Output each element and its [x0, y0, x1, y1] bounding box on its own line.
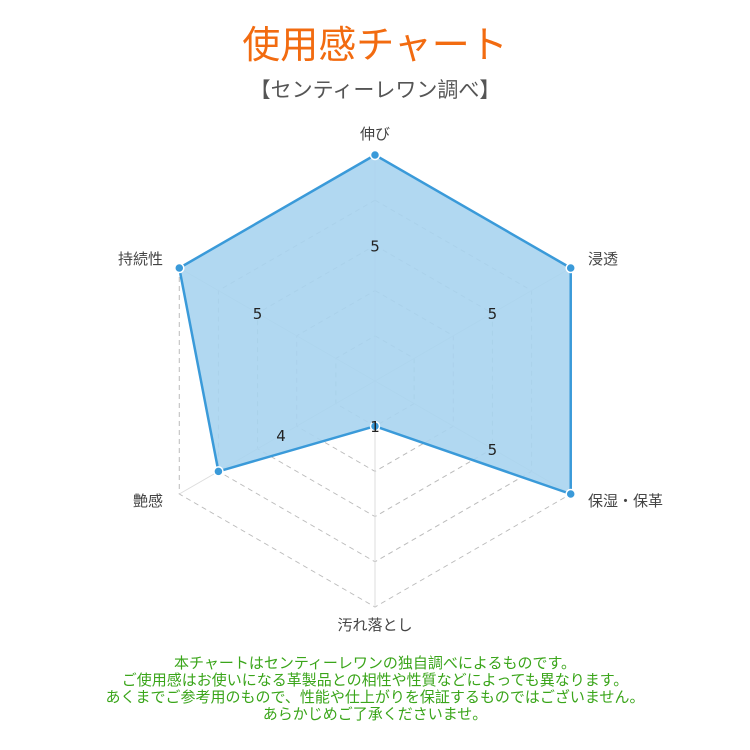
chart-title: 使用感チャート — [242, 23, 508, 67]
note-line: あらかじめご了承くださいませ。 — [262, 705, 488, 723]
note-line: あくまでご参考用のもので、性能や仕上がりを保証するものではございません。 — [105, 688, 645, 706]
data-label: 5 — [488, 305, 498, 323]
axis-label: 保湿・保革 — [588, 492, 663, 510]
data-point — [369, 420, 381, 432]
data-label: 5 — [370, 237, 380, 255]
data-label: 5 — [488, 441, 498, 459]
data-point — [565, 262, 576, 274]
note-line: 本チャートはセンティーレワンの独自調べによるものです。 — [173, 654, 576, 672]
axis-label: 艶感 — [133, 492, 163, 510]
data-point — [565, 488, 576, 500]
data-label: 1 — [370, 418, 380, 436]
data-label: 4 — [276, 427, 286, 445]
data-point — [369, 149, 381, 161]
axis-label: 汚れ落とし — [337, 616, 412, 634]
axis-label: 浸透 — [588, 250, 618, 268]
disclaimer-note: 本チャートはセンティーレワンの独自調べによるものです。 ご使用感はお使いになる革… — [0, 655, 750, 723]
data-point — [213, 466, 224, 477]
chart-subtitle: 【センティーレワン調べ】 — [249, 78, 501, 102]
data-point — [174, 262, 185, 274]
axis-label: 持続性 — [118, 250, 163, 268]
axis-label: 伸び — [360, 125, 390, 143]
note-line: ご使用感はお使いになる革製品との相性や性質などによっても異なります。 — [121, 671, 629, 689]
data-label: 5 — [253, 305, 263, 323]
